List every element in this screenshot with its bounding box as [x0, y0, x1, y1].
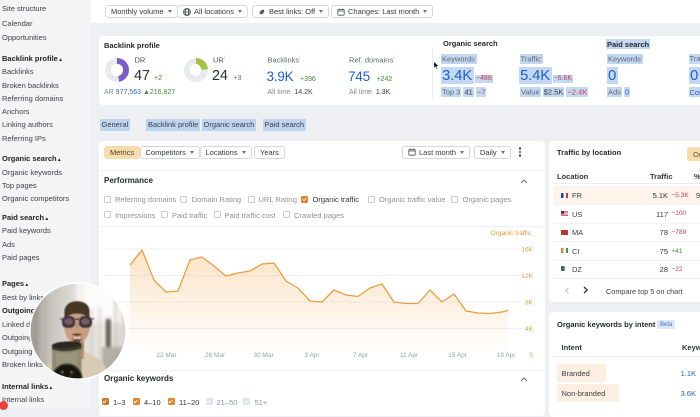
- svg-text:11 Apr: 11 Apr: [400, 352, 419, 359]
- svg-text:30 Mar: 30 Mar: [253, 352, 274, 359]
- svg-text:4K: 4K: [525, 326, 534, 333]
- svg-text:7 Apr: 7 Apr: [353, 352, 369, 359]
- svg-text:Organic traffic: Organic traffic: [491, 230, 532, 237]
- svg-text:8K: 8K: [525, 300, 534, 307]
- svg-text:22 Mar: 22 Mar: [156, 352, 177, 359]
- svg-text:19 Apr: 19 Apr: [497, 352, 517, 359]
- svg-text:26 Mar: 26 Mar: [205, 352, 226, 359]
- svg-text:12K: 12K: [521, 273, 533, 280]
- svg-text:16K: 16K: [521, 247, 533, 254]
- svg-text:3 Apr: 3 Apr: [304, 352, 320, 359]
- svg-text:15 Apr: 15 Apr: [448, 352, 468, 359]
- svg-text:0: 0: [529, 352, 533, 359]
